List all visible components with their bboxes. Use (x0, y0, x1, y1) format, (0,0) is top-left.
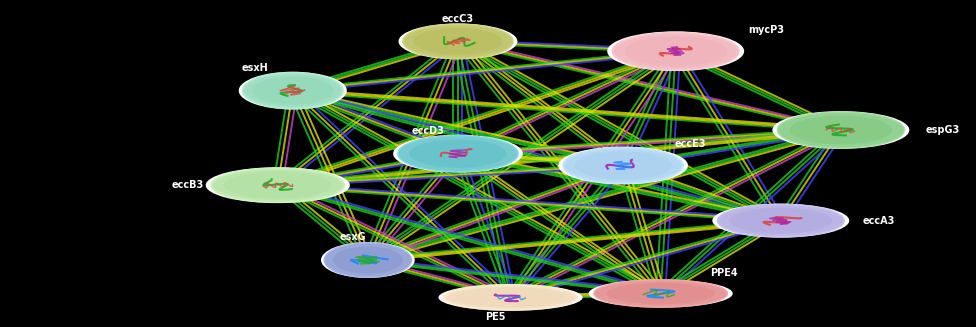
Ellipse shape (409, 140, 507, 168)
Ellipse shape (772, 111, 910, 149)
Ellipse shape (575, 151, 671, 180)
Text: mycP3: mycP3 (748, 25, 784, 35)
Ellipse shape (589, 279, 733, 308)
Ellipse shape (594, 281, 727, 306)
Ellipse shape (321, 242, 415, 278)
Ellipse shape (398, 24, 517, 59)
Text: eccB3: eccB3 (172, 180, 204, 190)
Ellipse shape (438, 284, 583, 311)
Ellipse shape (778, 113, 904, 147)
Ellipse shape (607, 31, 744, 71)
Ellipse shape (613, 33, 739, 69)
Text: PE5: PE5 (485, 312, 506, 322)
Text: esxH: esxH (242, 63, 268, 73)
Ellipse shape (325, 244, 411, 277)
Text: esxG: esxG (340, 232, 366, 242)
Ellipse shape (712, 204, 849, 238)
Text: PPE4: PPE4 (710, 268, 738, 278)
Ellipse shape (212, 169, 344, 202)
Ellipse shape (224, 172, 332, 198)
Ellipse shape (790, 116, 892, 144)
Ellipse shape (414, 28, 503, 55)
Ellipse shape (403, 25, 512, 58)
Ellipse shape (564, 148, 682, 183)
Text: eccD3: eccD3 (412, 126, 444, 136)
Ellipse shape (393, 135, 523, 173)
Ellipse shape (243, 73, 343, 108)
Text: eccA3: eccA3 (862, 215, 895, 226)
Text: eccE3: eccE3 (675, 139, 707, 149)
Ellipse shape (206, 167, 349, 203)
Ellipse shape (729, 208, 833, 233)
Ellipse shape (444, 285, 577, 310)
Ellipse shape (607, 283, 714, 304)
Ellipse shape (558, 146, 688, 184)
Ellipse shape (398, 136, 517, 171)
Ellipse shape (625, 36, 727, 66)
Text: espG3: espG3 (926, 125, 960, 135)
Ellipse shape (239, 72, 346, 110)
Ellipse shape (718, 205, 843, 236)
Ellipse shape (457, 287, 564, 307)
Ellipse shape (333, 247, 403, 273)
Ellipse shape (252, 77, 334, 105)
Text: eccC3: eccC3 (442, 13, 474, 24)
